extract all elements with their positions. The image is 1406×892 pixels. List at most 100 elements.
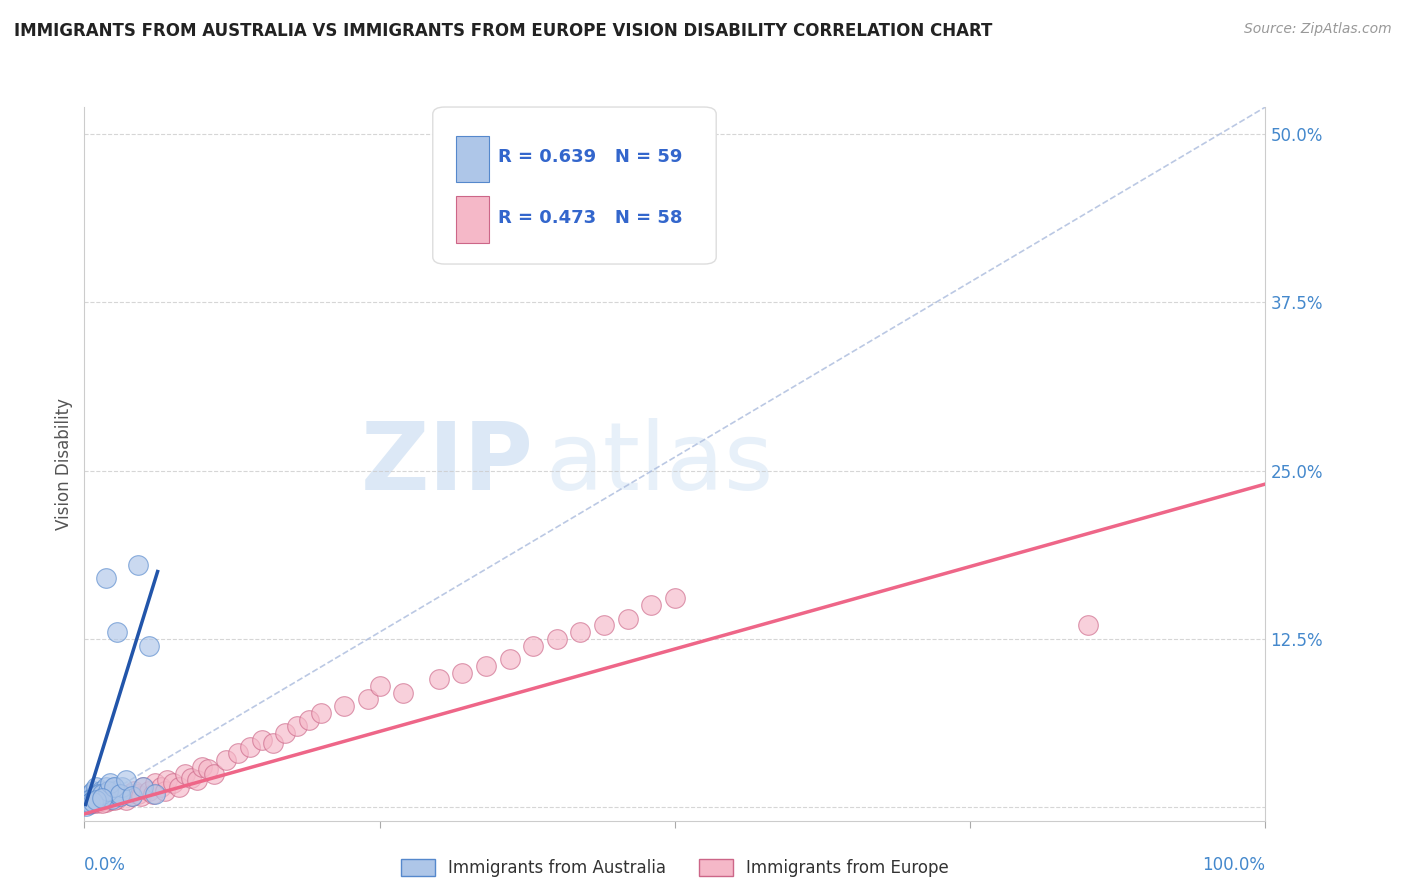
Point: [104, 784, 127, 798]
Point: [274, 726, 297, 740]
Point: [75, 797, 97, 812]
Text: 0.0%: 0.0%: [84, 856, 127, 874]
Point: [87, 787, 110, 801]
Point: [427, 673, 450, 687]
Point: [173, 766, 195, 780]
Point: [84, 787, 107, 801]
Point: [84, 780, 107, 794]
Point: [83, 789, 105, 804]
Point: [142, 787, 165, 801]
Point: [77, 795, 100, 809]
Point: [91, 793, 114, 807]
Point: [156, 773, 179, 788]
Point: [97, 789, 120, 804]
Point: [91, 787, 114, 801]
Point: [82, 795, 104, 809]
Point: [84, 790, 107, 805]
Point: [498, 652, 520, 666]
Point: [143, 787, 166, 801]
Point: [87, 787, 110, 801]
Point: [285, 719, 308, 733]
Point: [91, 796, 114, 810]
Point: [91, 789, 114, 804]
Point: [250, 732, 273, 747]
Point: [97, 792, 120, 806]
Y-axis label: Vision Disability: Vision Disability: [55, 398, 73, 530]
Point: [122, 784, 145, 798]
Point: [107, 787, 129, 801]
Point: [392, 686, 415, 700]
Point: [94, 571, 117, 585]
Text: Source: ZipAtlas.com: Source: ZipAtlas.com: [1244, 22, 1392, 37]
Point: [103, 780, 125, 794]
Point: [84, 796, 107, 810]
Point: [121, 789, 143, 804]
Text: atlas: atlas: [546, 417, 773, 510]
Point: [79, 787, 101, 801]
Text: ZIP: ZIP: [360, 417, 533, 510]
Point: [616, 612, 638, 626]
Point: [197, 763, 219, 777]
Point: [132, 780, 155, 794]
Point: [79, 792, 101, 806]
Point: [215, 753, 238, 767]
Point: [98, 793, 121, 807]
Point: [640, 598, 662, 612]
Point: [138, 784, 160, 798]
Point: [90, 784, 112, 798]
Point: [298, 713, 321, 727]
Point: [103, 780, 125, 794]
Point: [167, 780, 190, 794]
Point: [84, 789, 107, 804]
Point: [80, 795, 103, 809]
Point: [107, 625, 129, 640]
Point: [239, 739, 262, 754]
Point: [451, 665, 474, 680]
FancyBboxPatch shape: [433, 107, 716, 264]
Point: [82, 793, 104, 807]
Point: [98, 776, 121, 790]
Point: [132, 780, 155, 794]
Point: [76, 796, 98, 810]
Point: [1077, 618, 1099, 632]
Point: [129, 789, 152, 804]
Point: [546, 632, 568, 646]
Text: IMMIGRANTS FROM AUSTRALIA VS IMMIGRANTS FROM EUROPE VISION DISABILITY CORRELATIO: IMMIGRANTS FROM AUSTRALIA VS IMMIGRANTS …: [14, 22, 993, 40]
Point: [82, 784, 104, 798]
Point: [96, 787, 118, 801]
Point: [76, 793, 98, 807]
Point: [98, 784, 121, 798]
Point: [593, 618, 616, 632]
Point: [186, 773, 208, 788]
Point: [121, 789, 143, 804]
Point: [93, 790, 115, 805]
Point: [368, 679, 391, 693]
Point: [143, 776, 166, 790]
Point: [262, 735, 284, 749]
Point: [153, 784, 176, 798]
Point: [87, 795, 110, 809]
Point: [118, 787, 141, 801]
Point: [79, 796, 101, 810]
Point: [357, 692, 380, 706]
Point: [94, 795, 117, 809]
Point: [103, 790, 125, 805]
Point: [94, 780, 117, 794]
Point: [103, 793, 125, 807]
Point: [191, 760, 214, 774]
Point: [475, 658, 498, 673]
Point: [75, 798, 97, 813]
Point: [98, 787, 121, 801]
Point: [89, 792, 111, 806]
Point: [111, 780, 134, 794]
Point: [333, 699, 356, 714]
Point: [138, 639, 160, 653]
Point: [162, 776, 184, 790]
Point: [79, 797, 101, 812]
Point: [100, 792, 122, 806]
Point: [127, 558, 149, 572]
Point: [127, 787, 149, 801]
Point: [91, 790, 114, 805]
Point: [664, 591, 686, 606]
Text: R = 0.473   N = 58: R = 0.473 N = 58: [498, 209, 682, 227]
